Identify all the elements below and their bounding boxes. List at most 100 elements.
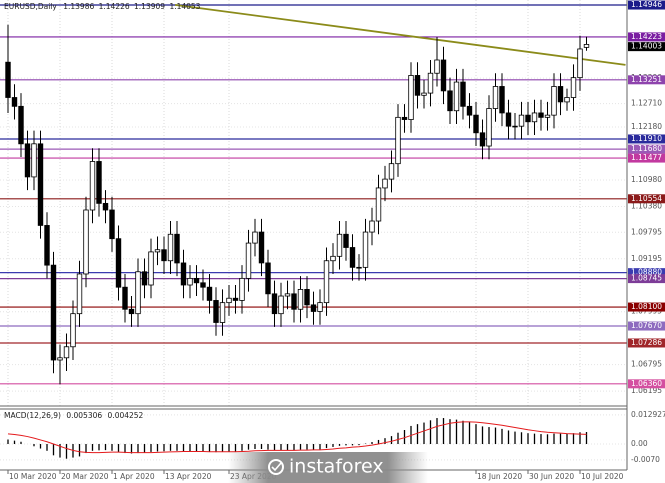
candle-body (401, 116, 408, 120)
candle-body (109, 209, 115, 240)
macd-tick-label: -0.0070 (631, 455, 660, 464)
macd-tick-label: 0.012927 (631, 410, 665, 419)
level-label-box (628, 338, 665, 348)
y-tick-label: 1.12180 (631, 122, 662, 131)
x-tick-label: 30 Jun 2020 (529, 472, 574, 481)
level-label: 1.10554 (631, 194, 662, 203)
candle-body (278, 295, 284, 315)
price-panel (0, 0, 627, 406)
y-tick-label: 1.10980 (631, 175, 662, 184)
candle-body (434, 59, 440, 74)
candle-body (200, 282, 206, 288)
candle-body (486, 108, 492, 147)
candle-body (154, 249, 161, 253)
current-price-box (628, 42, 665, 52)
candle-body (570, 77, 577, 98)
candle-body (375, 187, 382, 222)
candle-body (544, 114, 551, 118)
level-label-box (628, 268, 665, 278)
candle-body (538, 112, 544, 118)
candle-body (323, 260, 330, 304)
candle-body (31, 143, 37, 178)
chart-title: EURUSD,Daily 1.13986 1.14226 1.13909 1.1… (4, 2, 201, 11)
candle-body (473, 114, 479, 134)
candle-body (551, 86, 557, 116)
candle-body (525, 114, 531, 123)
level-label-box (628, 75, 665, 85)
candle-body (57, 357, 63, 361)
candle-body (167, 233, 174, 262)
candle-body (310, 304, 317, 312)
candle-body (102, 202, 109, 211)
level-label: 1.06360 (631, 379, 662, 388)
candle-body (258, 231, 265, 264)
x-tick-label: 1 Apr 2020 (113, 472, 155, 481)
candle-body (356, 266, 362, 269)
candle-body (226, 297, 232, 304)
candle-body (239, 277, 245, 301)
level-label: 1.11910 (631, 134, 662, 143)
candle-body (83, 209, 89, 275)
candle-body (44, 225, 50, 266)
candle-body (297, 289, 304, 310)
candle-body (219, 302, 226, 323)
x-tick-label: 18 Jun 2020 (477, 472, 522, 481)
candle-body (37, 143, 44, 226)
candle-body (317, 302, 323, 312)
high-value: 1.14226 (99, 2, 130, 11)
level-label-box (628, 379, 665, 389)
x-tick-label: 20 Mar 2020 (61, 472, 109, 481)
candle-body (89, 161, 96, 211)
open-value: 1.13986 (63, 2, 94, 11)
candle-body (460, 81, 466, 107)
candle-body (96, 161, 102, 204)
indicator-name: MACD(12,26,9) (4, 411, 61, 420)
candle-body (193, 277, 200, 284)
candle-body (18, 105, 24, 145)
level-label-box (628, 321, 665, 331)
candle-body (518, 114, 525, 127)
candle-body (492, 86, 499, 109)
candle-body (362, 231, 369, 268)
level-label-box (628, 0, 665, 10)
y-tick-label: 1.09795 (631, 227, 662, 236)
level-label-box (628, 302, 665, 312)
candle-body (284, 293, 291, 297)
level-label: 1.08880 (631, 268, 662, 277)
y-tick-label: 1.09195 (631, 254, 662, 263)
level-label-box (628, 153, 665, 163)
candle-body (115, 238, 122, 288)
candle-body (479, 132, 486, 147)
x-tick-label: 10 Jul 2020 (581, 472, 624, 481)
close-value: 1.14053 (169, 2, 200, 11)
candle-body (24, 143, 31, 178)
level-label-box (628, 274, 665, 284)
y-tick-label: 1.10380 (631, 201, 662, 210)
candle-body (395, 116, 401, 165)
symbol: EURUSD,Daily (4, 2, 57, 11)
level-label: 1.14946 (631, 0, 662, 9)
candle-body (499, 86, 505, 114)
candle-body (414, 75, 421, 96)
trend-line (174, 3, 626, 66)
y-tick-label: 1.06795 (631, 360, 662, 369)
y-tick-label: 1.12710 (631, 99, 662, 108)
level-label-box (628, 194, 665, 204)
candle-body (408, 75, 414, 120)
watermark-icon (271, 462, 282, 472)
candle-body (161, 249, 167, 262)
candle-body (291, 293, 297, 310)
candle-body (148, 251, 154, 286)
candle-body (421, 92, 427, 96)
candle-body (11, 97, 18, 107)
level-label: 1.07670 (631, 321, 662, 330)
candle-body (206, 286, 213, 301)
candle-body (70, 313, 76, 348)
candle-body (232, 297, 239, 301)
signal-line (7, 421, 587, 454)
candle-body (122, 286, 128, 310)
candle-body (330, 255, 336, 262)
candle-body (447, 90, 453, 112)
candle-body (5, 61, 11, 98)
